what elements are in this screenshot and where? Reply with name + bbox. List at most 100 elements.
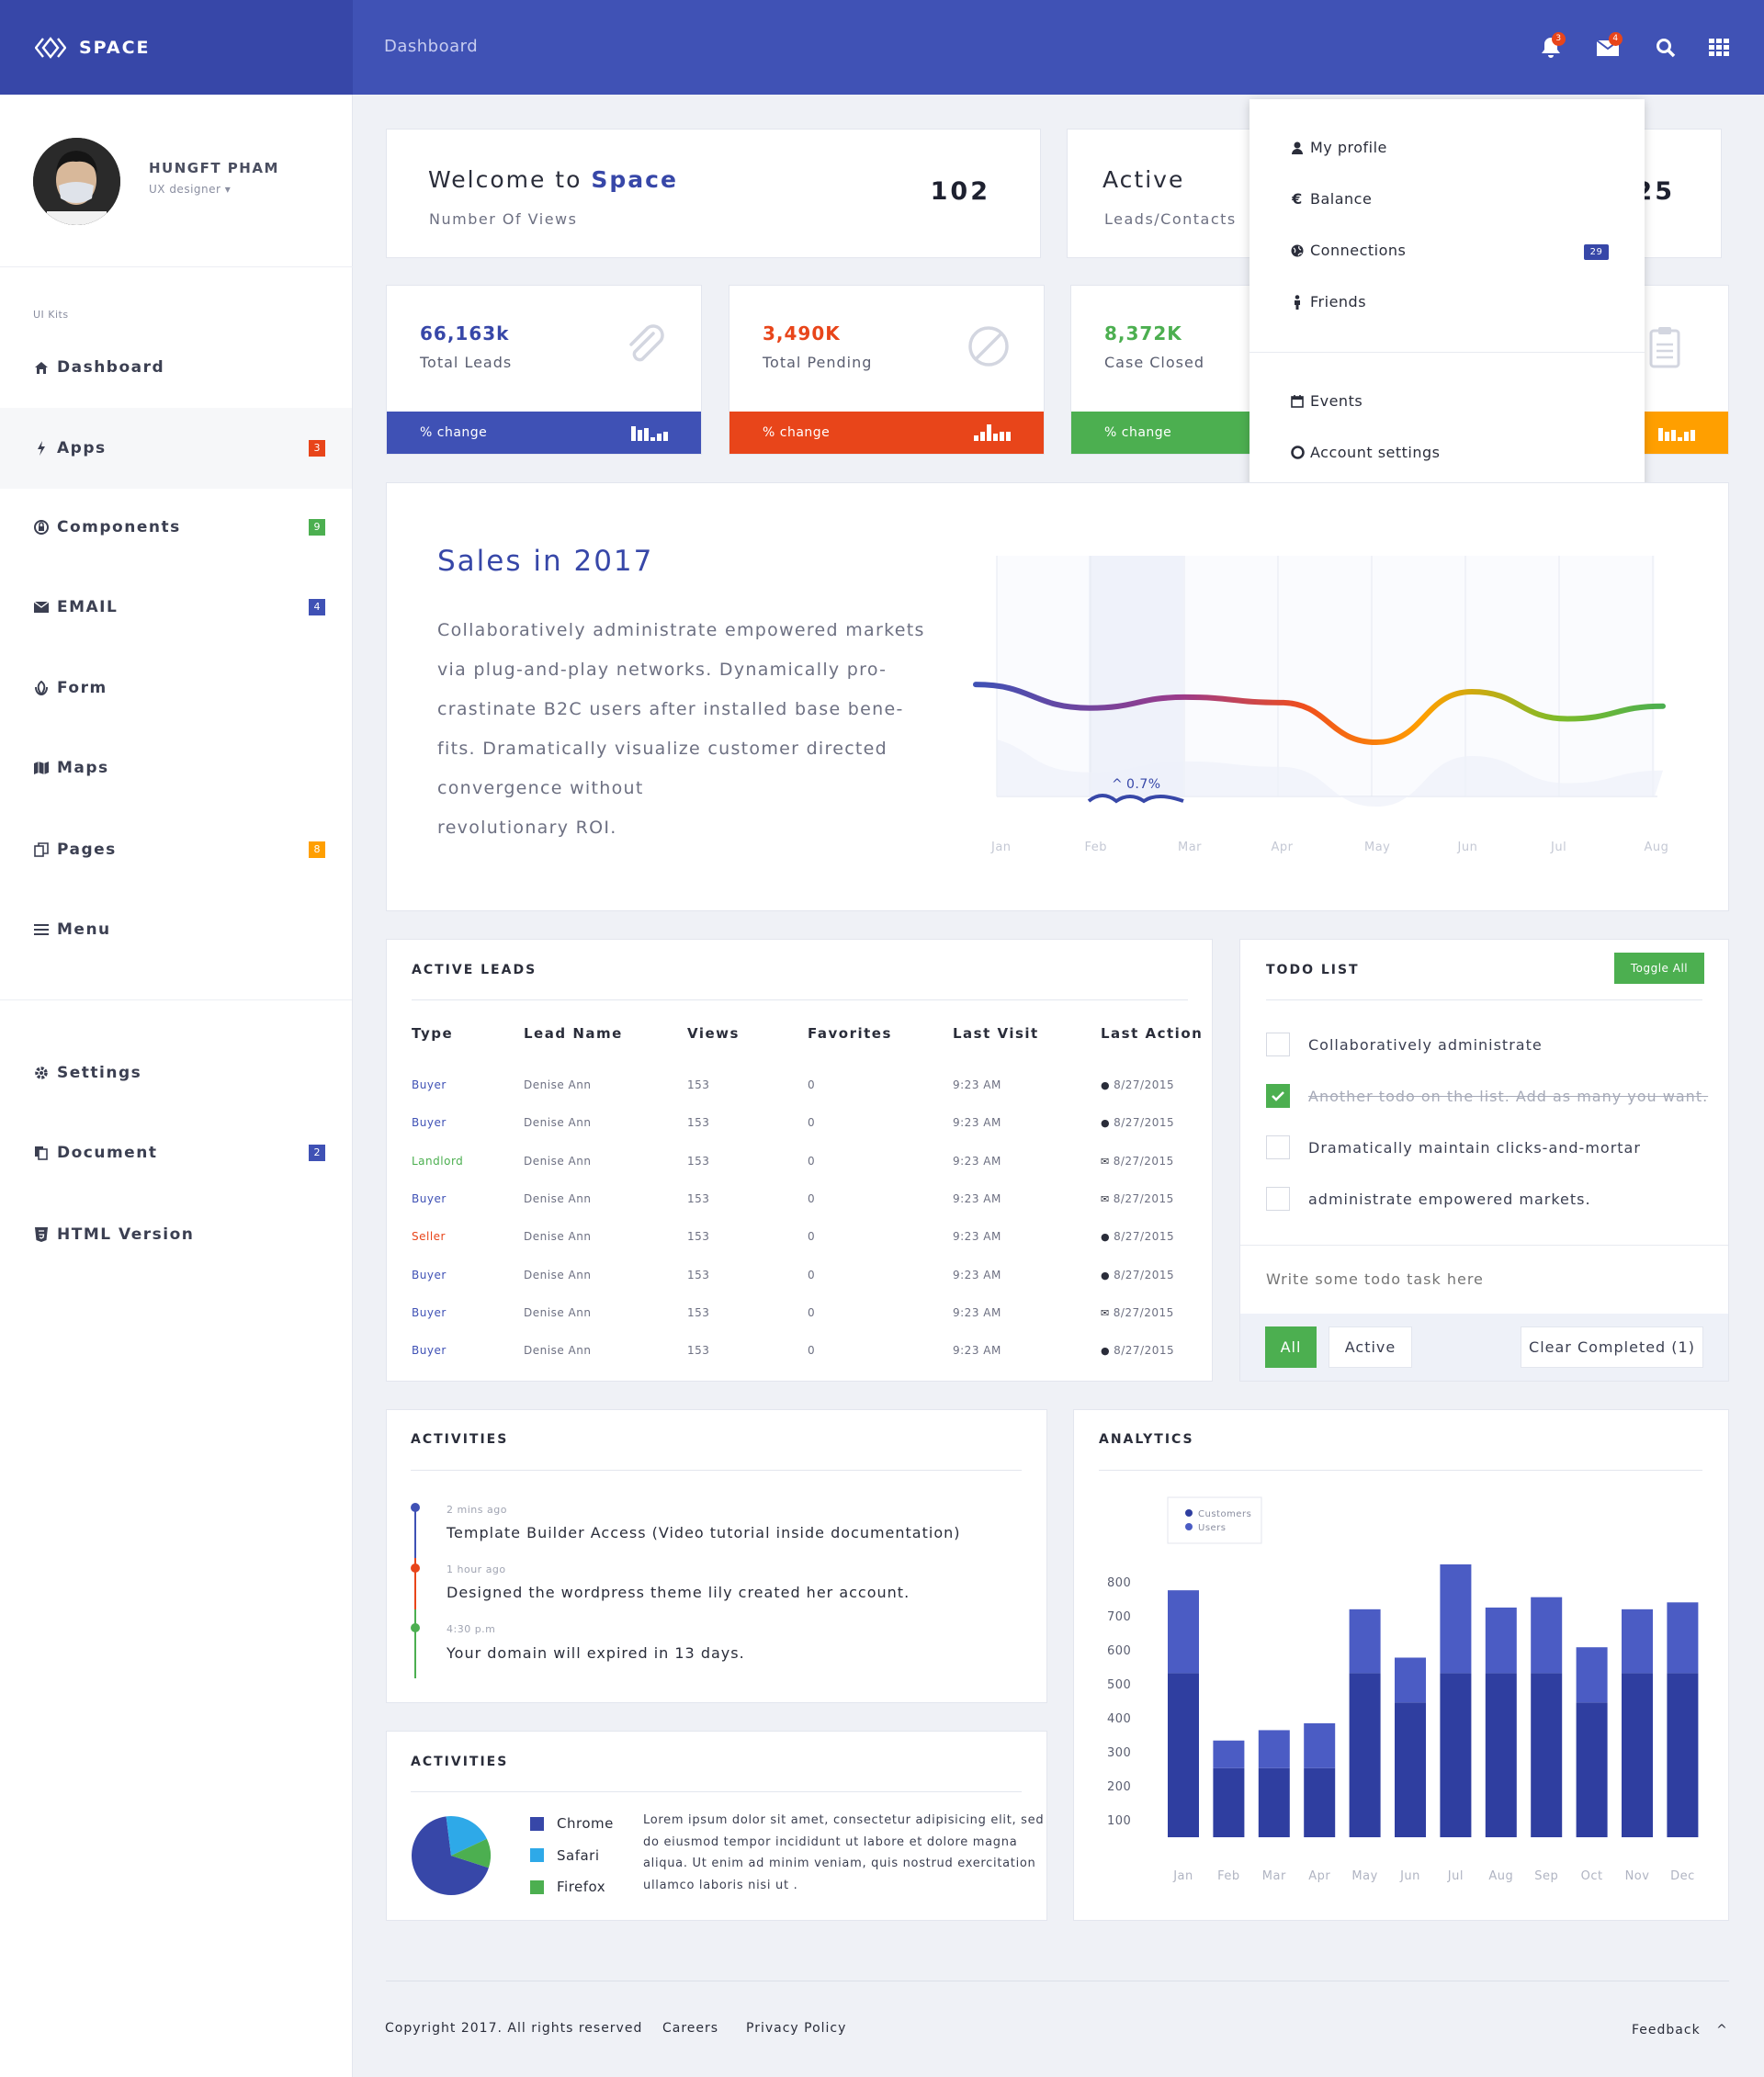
bar-users[interactable] bbox=[1531, 1597, 1563, 1674]
col-header-type[interactable]: Type bbox=[412, 1025, 454, 1042]
y-tick-label: 700 bbox=[1107, 1610, 1131, 1624]
todo-checkbox-checked[interactable] bbox=[1266, 1084, 1290, 1108]
bar-users[interactable] bbox=[1667, 1602, 1699, 1674]
table-cell-name: Denise Ann bbox=[524, 1191, 592, 1205]
menu-item-connections[interactable]: Connections bbox=[1290, 242, 1406, 259]
pie-slice-safari[interactable] bbox=[446, 1816, 487, 1856]
bar-users[interactable] bbox=[1576, 1647, 1608, 1703]
divider bbox=[0, 999, 352, 1000]
sales-area bbox=[997, 739, 1663, 807]
todo-checkbox[interactable] bbox=[1266, 1033, 1290, 1056]
table-cell-fav: 0 bbox=[808, 1116, 816, 1130]
sidebar-item-apps[interactable]: Apps 3 bbox=[0, 408, 352, 489]
table-cell-views: 153 bbox=[687, 1268, 710, 1281]
sidebar-item-pages[interactable]: Pages 8 bbox=[0, 809, 352, 890]
bar-customers[interactable] bbox=[1168, 1673, 1199, 1837]
pie-legend-item: Firefox bbox=[530, 1879, 605, 1895]
todo-item-completed[interactable]: Another todo on the list. Add as many yo… bbox=[1266, 1084, 1708, 1108]
messages-button[interactable]: 4 bbox=[1591, 31, 1624, 64]
sidebar-item-menu[interactable]: Menu bbox=[0, 889, 352, 970]
x-tick-label: Nov bbox=[1625, 1869, 1650, 1883]
sidebar-item-dashboard[interactable]: Dashboard bbox=[0, 327, 352, 408]
todo-item[interactable]: Dramatically maintain clicks-and-mortar bbox=[1266, 1135, 1641, 1159]
menu-item-balance[interactable]: € Balance bbox=[1290, 190, 1372, 208]
todo-checkbox[interactable] bbox=[1266, 1187, 1290, 1211]
profile-role-dropdown[interactable]: UX designer ▾ bbox=[149, 183, 231, 196]
sidebar-item-document[interactable]: Document 2 bbox=[0, 1112, 352, 1193]
todo-item[interactable]: administrate empowered markets. bbox=[1266, 1187, 1591, 1211]
sidebar-item-label: EMAIL bbox=[57, 598, 119, 616]
pie-slice-firefox[interactable] bbox=[451, 1838, 491, 1868]
active-title: Active bbox=[1102, 166, 1185, 193]
notifications-button[interactable]: 3 bbox=[1534, 31, 1567, 64]
bar-users[interactable] bbox=[1258, 1730, 1290, 1768]
col-header-last-action[interactable]: Last Action bbox=[1101, 1025, 1204, 1042]
avatar[interactable] bbox=[33, 138, 120, 225]
pie-slice-chrome[interactable] bbox=[412, 1816, 489, 1895]
bar-users[interactable] bbox=[1349, 1609, 1381, 1674]
browser-pie-chart[interactable] bbox=[410, 1814, 492, 1897]
sidebar-item-form[interactable]: Form bbox=[0, 648, 352, 728]
bar-users[interactable] bbox=[1440, 1563, 1472, 1674]
menu-item-my-profile[interactable]: My profile bbox=[1290, 139, 1387, 156]
apps-grid-button[interactable] bbox=[1702, 31, 1736, 64]
menu-item-events[interactable]: Events bbox=[1290, 392, 1363, 410]
filter-all-button[interactable]: All bbox=[1265, 1326, 1317, 1368]
bar-customers[interactable] bbox=[1576, 1702, 1608, 1837]
highlight-arrow-icon: ^ bbox=[1112, 777, 1123, 792]
brand[interactable]: SPACE bbox=[0, 0, 353, 95]
footer-careers-link[interactable]: Careers bbox=[662, 2021, 719, 2036]
bar-users[interactable] bbox=[1622, 1609, 1653, 1674]
toggle-all-button[interactable]: Toggle All bbox=[1614, 953, 1704, 984]
menu-item-account-settings[interactable]: Account settings bbox=[1290, 444, 1441, 461]
todo-item[interactable]: Collaboratively administrate bbox=[1266, 1033, 1543, 1056]
footer-privacy-link[interactable]: Privacy Policy bbox=[746, 2021, 847, 2036]
clear-completed-button[interactable]: Clear Completed (1) bbox=[1521, 1326, 1703, 1368]
bar-customers[interactable] bbox=[1349, 1673, 1381, 1837]
search-button[interactable] bbox=[1649, 31, 1682, 64]
copy-icon bbox=[33, 841, 50, 858]
bar-customers[interactable] bbox=[1304, 1767, 1336, 1837]
sidebar-item-html-version[interactable]: HTML Version bbox=[0, 1194, 352, 1275]
table-cell-action: ✉ 8/27/2015 bbox=[1101, 1192, 1174, 1205]
browser-activities-card bbox=[386, 1731, 1047, 1921]
footer-copyright: Copyright 2017. All rights reserved bbox=[385, 2021, 643, 2036]
mini-bars-icon bbox=[1658, 428, 1695, 441]
bar-users[interactable] bbox=[1213, 1740, 1245, 1768]
sidebar-item-email[interactable]: EMAIL 4 bbox=[0, 567, 352, 648]
sidebar-item-maps[interactable]: Maps bbox=[0, 728, 352, 808]
col-header-last-visit[interactable]: Last Visit bbox=[953, 1025, 1039, 1042]
bar-users[interactable] bbox=[1485, 1607, 1517, 1674]
bar-users[interactable] bbox=[1168, 1590, 1199, 1674]
menu-item-friends[interactable]: Friends bbox=[1290, 293, 1366, 310]
todo-checkbox[interactable] bbox=[1266, 1135, 1290, 1159]
sidebar-item-components[interactable]: Components 9 bbox=[0, 487, 352, 568]
bar-customers[interactable] bbox=[1258, 1767, 1290, 1837]
table-cell-fav: 0 bbox=[808, 1268, 816, 1281]
todo-input[interactable] bbox=[1266, 1259, 1698, 1299]
bar-users[interactable] bbox=[1304, 1722, 1336, 1768]
bar-customers[interactable] bbox=[1395, 1702, 1426, 1837]
caret-down-icon: ▾ bbox=[224, 183, 232, 196]
col-header-lead-name[interactable]: Lead Name bbox=[524, 1025, 623, 1042]
legend-swatch bbox=[530, 1879, 544, 1894]
sales-line-chart[interactable]: ^ 0.7% Jan Feb Mar Apr May Jun Jul Aug bbox=[965, 542, 1700, 864]
col-header-favorites[interactable]: Favorites bbox=[808, 1025, 892, 1042]
highlight-wave bbox=[1087, 794, 1184, 804]
table-cell-visit: 9:23 AM bbox=[953, 1305, 1001, 1319]
bar-customers[interactable] bbox=[1531, 1673, 1563, 1837]
table-cell-type: Buyer bbox=[412, 1305, 447, 1319]
feedback-button[interactable]: Feedback ^ bbox=[1632, 2023, 1728, 2037]
bar-customers[interactable] bbox=[1485, 1673, 1517, 1837]
bar-customers[interactable] bbox=[1213, 1767, 1245, 1837]
sidebar-item-settings[interactable]: Settings bbox=[0, 1033, 352, 1113]
bar-customers[interactable] bbox=[1667, 1673, 1699, 1837]
globe-icon: ● bbox=[1101, 1079, 1114, 1091]
filter-active-button[interactable]: Active bbox=[1329, 1326, 1412, 1368]
calendar-icon bbox=[1290, 394, 1305, 408]
col-header-views[interactable]: Views bbox=[687, 1025, 740, 1042]
bar-customers[interactable] bbox=[1622, 1673, 1653, 1837]
analytics-bar-chart[interactable]: 100 200 300 400 500 600 700 800 Customers Users Ja… bbox=[1093, 1488, 1718, 1892]
bar-customers[interactable] bbox=[1440, 1673, 1472, 1837]
bar-users[interactable] bbox=[1395, 1657, 1426, 1703]
